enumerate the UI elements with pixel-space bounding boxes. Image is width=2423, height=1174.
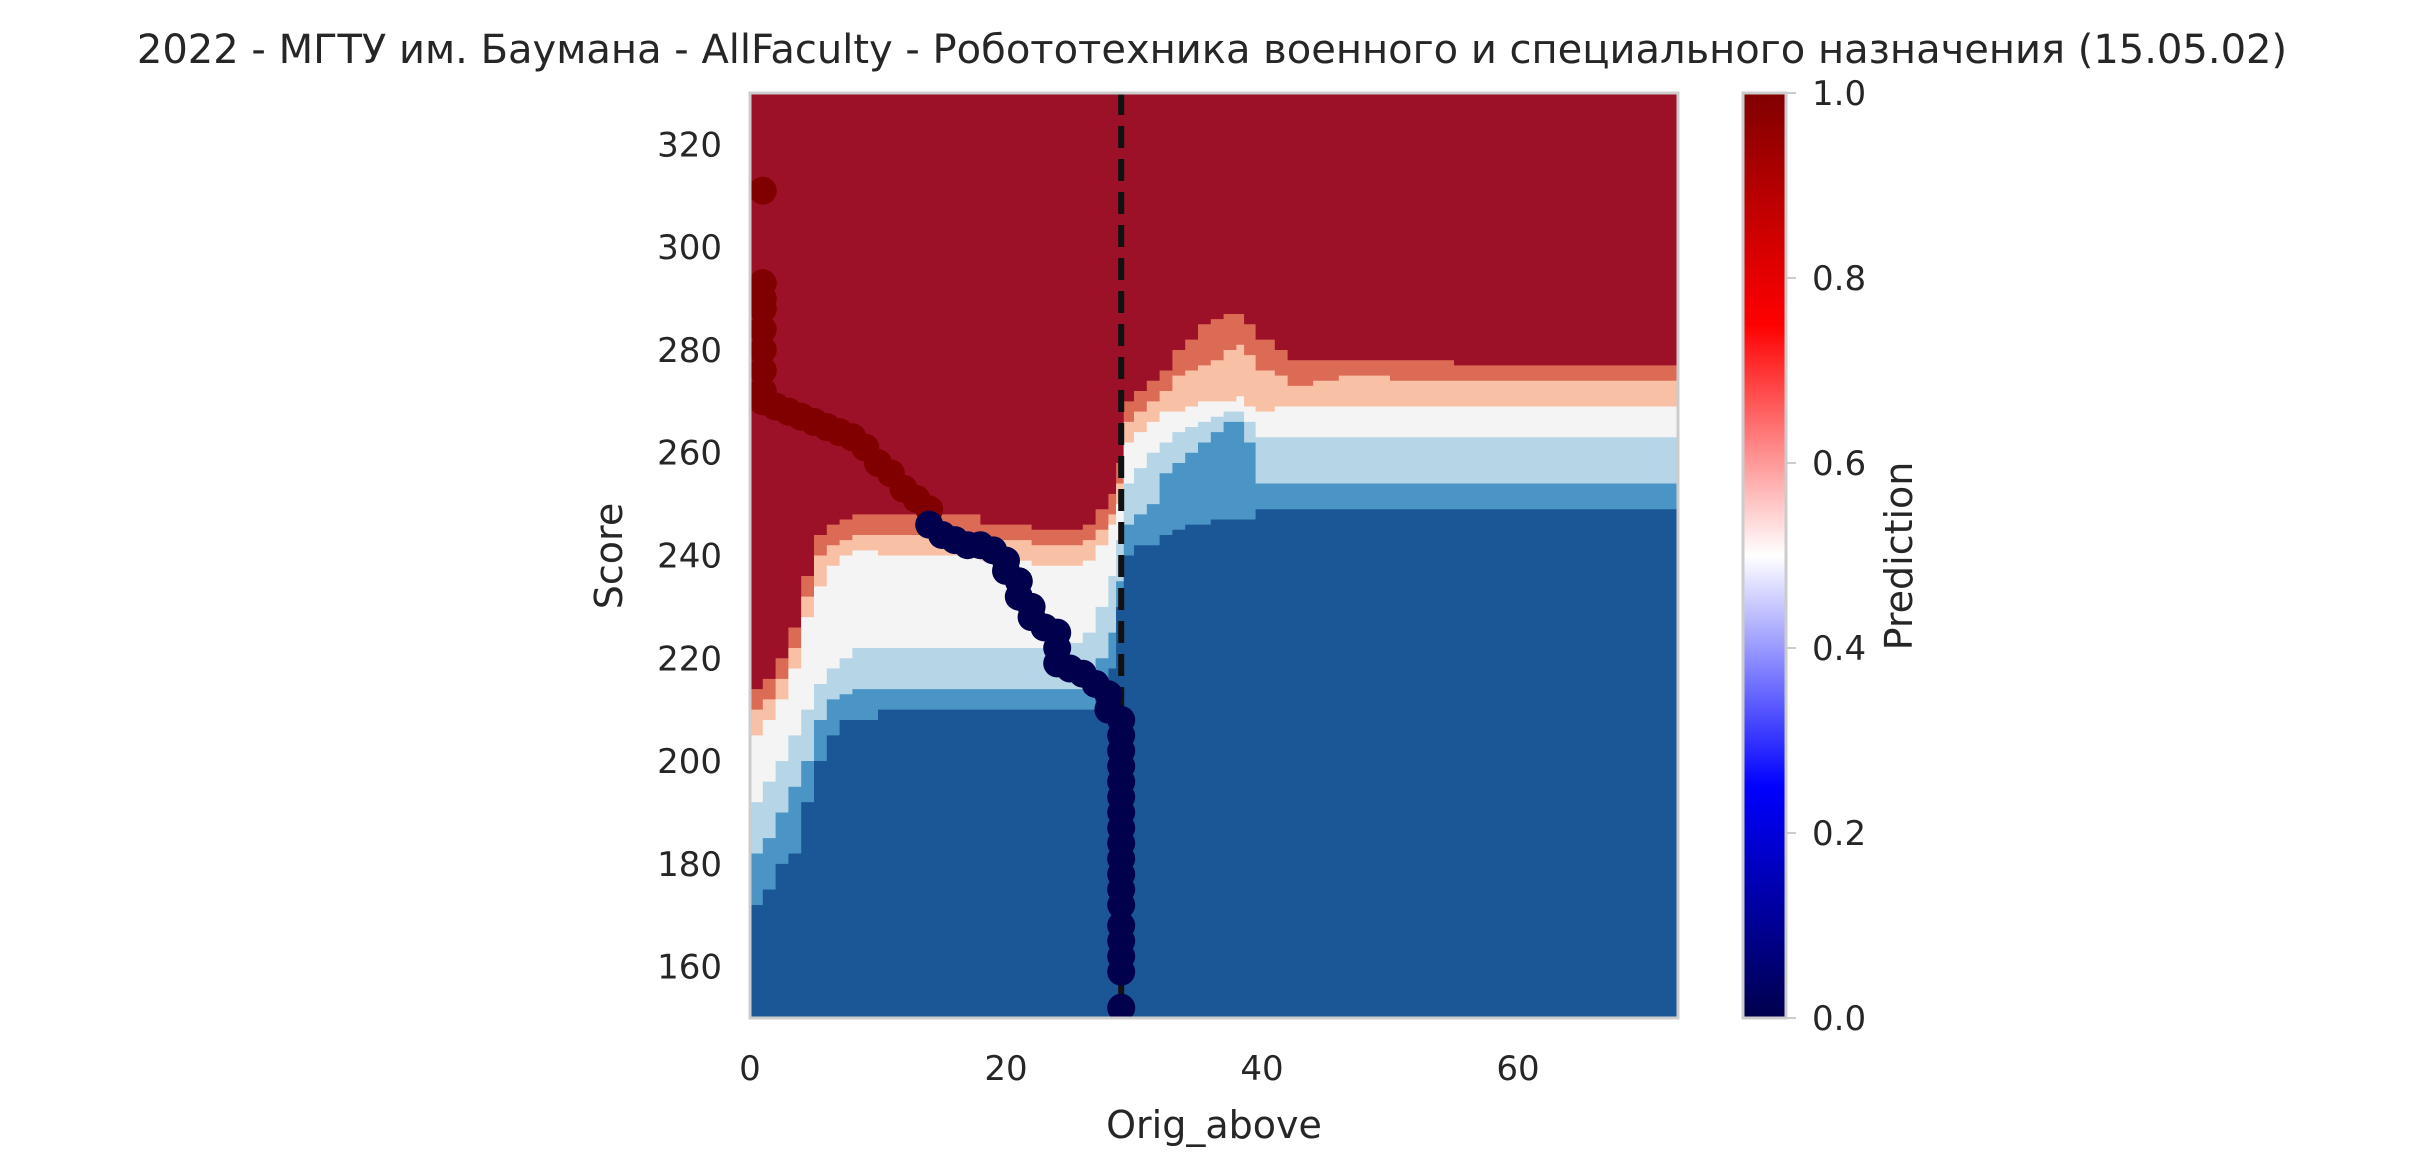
y-tick-label: 200 bbox=[657, 742, 722, 782]
colorbar-ticks: 0.0 0.2 0.4 0.6 0.8 1.0 bbox=[1786, 74, 1866, 1039]
plot-frame bbox=[748, 91, 1680, 1020]
x-tick-label: 60 bbox=[1496, 1049, 1539, 1089]
colorbar-tick-label: 0.4 bbox=[1812, 629, 1866, 669]
colorbar: 0.0 0.2 0.4 0.6 0.8 1.0 Prediction bbox=[1741, 74, 1921, 1039]
y-tick-label: 240 bbox=[657, 537, 722, 577]
data-point-class-1 bbox=[750, 335, 777, 364]
colorbar-tick-label: 0.8 bbox=[1812, 259, 1866, 299]
points-layer bbox=[750, 176, 1136, 1018]
colorbar-tick-label: 0.2 bbox=[1812, 814, 1866, 854]
data-point-class-1 bbox=[750, 356, 777, 385]
data-point-class-1 bbox=[750, 294, 777, 323]
y-axis-label: Score bbox=[587, 503, 631, 609]
y-tick-label: 220 bbox=[657, 639, 722, 679]
data-point-class-0 bbox=[1107, 957, 1136, 986]
y-tick-label: 180 bbox=[657, 845, 722, 885]
colorbar-tick-label: 1.0 bbox=[1812, 74, 1866, 114]
colorbar-label: Prediction bbox=[1877, 462, 1921, 651]
plot-area bbox=[748, 91, 1680, 1020]
x-tick-label: 0 bbox=[739, 1049, 761, 1089]
y-tick-label: 260 bbox=[657, 434, 722, 474]
y-tick-label: 300 bbox=[657, 228, 722, 268]
data-point-class-1 bbox=[750, 176, 777, 205]
colorbar-bar bbox=[1741, 91, 1788, 1020]
y-tick-label: 160 bbox=[657, 948, 722, 988]
x-tick-label: 40 bbox=[1240, 1049, 1283, 1089]
y-axis-ticks: 160 180 200 220 240 260 280 300 320 bbox=[657, 125, 722, 987]
chart-title: 2022 - МГТУ им. Баумана - AllFaculty - Р… bbox=[137, 27, 2287, 73]
x-axis-ticks: 0 20 40 60 bbox=[739, 1049, 1539, 1089]
colorbar-tick-label: 0.0 bbox=[1812, 999, 1866, 1039]
data-point-class-0 bbox=[1107, 890, 1136, 919]
data-point-class-1 bbox=[750, 315, 777, 344]
colorbar-tick-label: 0.6 bbox=[1812, 444, 1866, 484]
x-axis-label: Orig_above bbox=[1106, 1103, 1322, 1147]
data-point-class-0 bbox=[1107, 993, 1136, 1018]
contour-layer bbox=[750, 93, 1678, 1018]
y-tick-label: 320 bbox=[657, 125, 722, 165]
x-tick-label: 20 bbox=[984, 1049, 1027, 1089]
y-tick-label: 280 bbox=[657, 331, 722, 371]
contour-band-0 bbox=[750, 509, 1678, 1018]
